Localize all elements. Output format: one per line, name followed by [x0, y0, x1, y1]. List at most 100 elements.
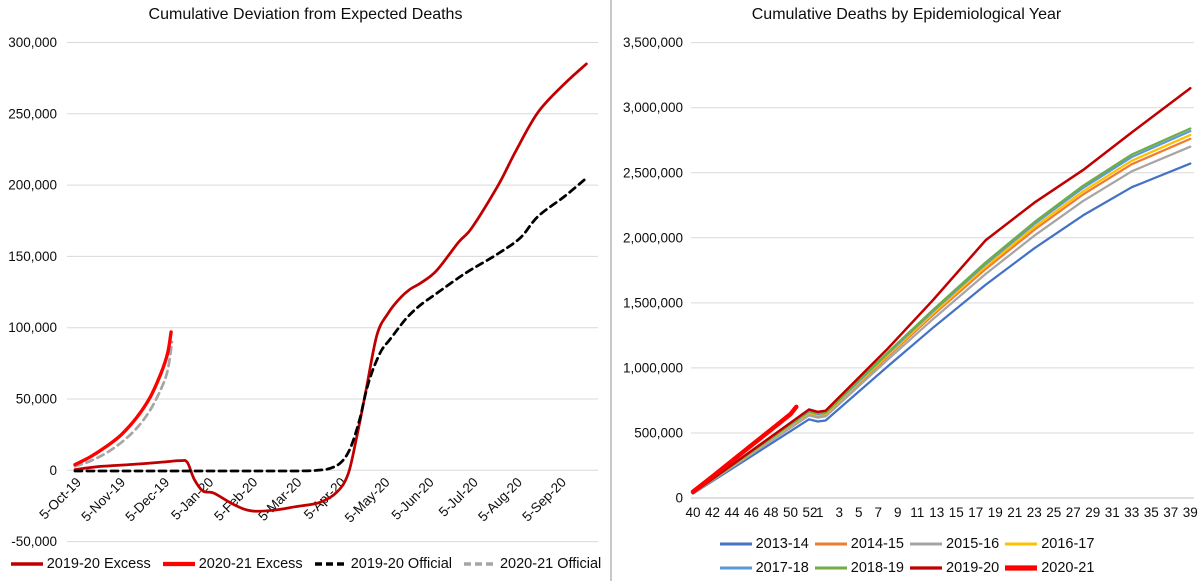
legend-label: 2015-16 — [946, 535, 1000, 552]
x-axis-tick-label: 23 — [1027, 505, 1042, 520]
y-axis-tick-label: 2,500,000 — [623, 165, 683, 180]
legend-item-2013-14: 2013-14 — [719, 536, 809, 552]
legend-line-swatch-icon — [719, 542, 752, 545]
series-line-2020-21 — [690, 404, 799, 495]
series-line-2020-21-official — [73, 340, 174, 468]
legend-label: 2019-20 Official — [350, 556, 452, 572]
x-axis-tick-label: 19 — [988, 505, 1003, 520]
y-axis-tick-label: -50,000 — [11, 534, 57, 549]
legend-item-2019-20: 2019-20 — [909, 560, 999, 576]
x-axis-tick-label: 11 — [910, 505, 924, 520]
x-axis-tick-label: 44 — [724, 505, 740, 520]
x-axis-tick-label: 3 — [835, 505, 843, 520]
legend-row-1: 2013-14 2014-15 2015-16 2016-17 — [719, 532, 1094, 555]
x-axis-tick-label: 39 — [1183, 505, 1198, 520]
legend-label: 2020-21 Official — [499, 556, 602, 572]
x-axis-tick-label: 52 — [802, 505, 817, 520]
y-axis-tick-label: 150,000 — [8, 249, 57, 264]
x-axis-tick-label: 50 — [783, 505, 798, 520]
y-axis-tick-label: 1,000,000 — [623, 360, 683, 375]
legend-line-swatch-icon — [719, 566, 752, 569]
series-line-2020-21-excess — [73, 330, 173, 467]
legend-item-2017-18: 2017-18 — [719, 560, 809, 576]
legend-item-2016-17: 2016-17 — [1004, 536, 1094, 552]
series-line-2019-20-official — [73, 176, 588, 473]
legend-line-swatch-icon — [910, 565, 942, 570]
x-axis-tick-label: 17 — [968, 505, 983, 520]
series-line-2019-20 — [691, 86, 1192, 495]
y-axis-tick-label: 250,000 — [8, 106, 57, 121]
right-chart-canvas: 3,500,000 3,000,000 2,500,000 2,000,000 1,50… — [623, 35, 1198, 520]
legend-label: 2020-21 — [1041, 559, 1095, 576]
y-axis-tick-label: 0 — [49, 463, 57, 478]
x-axis-tick-label: 40 — [685, 505, 700, 520]
legend-line-swatch-icon — [1005, 564, 1038, 571]
y-axis-tick-label: 1,500,000 — [623, 295, 683, 310]
legend-line-swatch-icon — [910, 542, 942, 545]
left-chart-panel: Cumulative Deviation from Expected Death… — [0, 6, 611, 572]
y-axis-tick-label: 100,000 — [8, 320, 57, 335]
x-axis-tick-label: 5-Mar-20 — [255, 475, 304, 524]
legend-line-swatch-icon — [314, 562, 347, 566]
legend-label: 2019-20 — [946, 559, 1000, 576]
x-axis-tick-label: 42 — [705, 505, 720, 520]
x-axis-tick-label: 5 — [855, 505, 863, 520]
panel-divider-line — [610, 0, 612, 581]
legend-line-swatch-icon — [10, 562, 43, 566]
x-axis-tick-label: 33 — [1124, 505, 1139, 520]
x-axis-tick-label: 5-Dec-19 — [122, 475, 172, 525]
y-axis-tick-label: 200,000 — [8, 178, 57, 193]
right-chart-panel: Cumulative Deaths by Epidemiological Yea… — [613, 0, 1200, 581]
y-axis-tick-label: 3,000,000 — [623, 100, 683, 115]
left-chart-title: Cumulative Deviation from Expected Death… — [148, 6, 463, 23]
legend-row-2: 2017-18 2018-19 2019-20 2020-21 — [719, 556, 1094, 579]
legend-label: 2020-21 Excess — [198, 556, 303, 572]
y-axis-tick-label: 500,000 — [634, 425, 683, 440]
legend-item-2019-20-official: 2019-20 Official — [314, 556, 452, 572]
x-axis-tick-label: 5-May-20 — [342, 475, 393, 526]
series-line-2013-14 — [691, 162, 1192, 495]
x-axis-tick-label: 21 — [1007, 505, 1022, 520]
legend-item-2020-21-excess: 2020-21 Excess — [162, 556, 303, 572]
legend-line-swatch-icon — [162, 561, 195, 567]
x-axis-tick-label: 9 — [894, 505, 902, 520]
x-axis-tick-label: 46 — [744, 505, 759, 520]
x-axis-tick-label: 37 — [1163, 505, 1178, 520]
x-axis-tick-label: 29 — [1085, 505, 1100, 520]
x-axis-tick-label: 5-Nov-19 — [78, 475, 128, 525]
x-axis-tick-label: 1 — [816, 505, 824, 520]
x-axis-tick-label: 48 — [763, 505, 778, 520]
x-axis-tick-label: 25 — [1046, 505, 1061, 520]
x-axis-tick-label: 5-Jun-20 — [389, 475, 437, 523]
legend-item-2019-20-excess: 2019-20 Excess — [10, 556, 151, 572]
legend-label: 2019-20 Excess — [46, 556, 151, 572]
y-axis-tick-label: 2,000,000 — [623, 230, 683, 245]
right-chart-title: Cumulative Deaths by Epidemiological Yea… — [751, 6, 1062, 23]
x-axis-tick-label: 5-Jan-20 — [168, 475, 216, 523]
x-axis-tick-label: 5-Jul-20 — [436, 475, 481, 520]
legend-item-2015-16: 2015-16 — [909, 536, 999, 552]
legend-line-swatch-icon — [814, 566, 847, 569]
series-line-2018-19 — [691, 127, 1192, 495]
legend-item-2020-21: 2020-21 — [1004, 560, 1094, 576]
legend-line-swatch-icon — [1005, 542, 1038, 545]
series-line-2019-20-excess — [73, 62, 588, 513]
legend-item-2014-15: 2014-15 — [814, 536, 904, 552]
x-axis-tick-label: 13 — [929, 505, 944, 520]
x-axis-tick-label: 5-Oct-19 — [36, 475, 84, 523]
legend-line-swatch-icon — [814, 542, 847, 545]
y-axis-tick-label: 300,000 — [8, 35, 57, 50]
x-axis-tick-label: 31 — [1105, 505, 1120, 520]
x-axis-tick-label: 15 — [949, 505, 964, 520]
legend-item-2020-21-official: 2020-21 Official — [463, 556, 601, 572]
legend-label: 2018-19 — [850, 559, 904, 576]
y-axis-tick-label: 0 — [675, 491, 683, 506]
legend-label: 2017-18 — [755, 559, 809, 576]
left-chart-legend: 2019-20 Excess 2020-21 Excess 2019-20 Offi… — [0, 556, 611, 572]
x-axis-tick-label: 7 — [874, 505, 882, 520]
legend-line-swatch-icon — [463, 562, 496, 566]
right-chart-legend: 2013-14 2014-15 2015-16 2016-17 2017-18 2018-… — [613, 532, 1200, 579]
x-axis-tick-label: 5-Sep-20 — [519, 475, 569, 525]
y-axis-tick-label: 50,000 — [16, 392, 57, 407]
